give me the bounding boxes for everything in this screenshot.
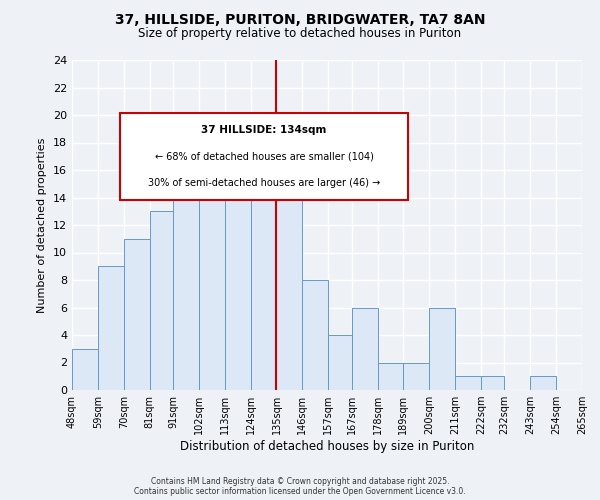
Y-axis label: Number of detached properties: Number of detached properties: [37, 138, 47, 312]
Text: 37, HILLSIDE, PURITON, BRIDGWATER, TA7 8AN: 37, HILLSIDE, PURITON, BRIDGWATER, TA7 8…: [115, 12, 485, 26]
Bar: [124, 239, 149, 390]
Bar: [251, 198, 277, 390]
Bar: [149, 211, 173, 390]
Bar: [328, 335, 352, 390]
Text: 37 HILLSIDE: 134sqm: 37 HILLSIDE: 134sqm: [202, 125, 326, 135]
Text: Contains HM Land Registry data © Crown copyright and database right 2025.: Contains HM Land Registry data © Crown c…: [151, 478, 449, 486]
Bar: [403, 362, 429, 390]
Bar: [98, 266, 124, 390]
Bar: [302, 280, 328, 390]
Bar: [225, 156, 251, 390]
Bar: [481, 376, 505, 390]
Bar: [352, 308, 377, 390]
Text: 30% of semi-detached houses are larger (46) →: 30% of semi-detached houses are larger (…: [148, 178, 380, 188]
Bar: [429, 308, 455, 390]
Bar: [277, 184, 302, 390]
Bar: [199, 115, 225, 390]
Bar: [173, 115, 199, 390]
Bar: [530, 376, 556, 390]
Text: Size of property relative to detached houses in Puriton: Size of property relative to detached ho…: [139, 28, 461, 40]
Bar: [72, 349, 98, 390]
Text: Contains public sector information licensed under the Open Government Licence v3: Contains public sector information licen…: [134, 488, 466, 496]
X-axis label: Distribution of detached houses by size in Puriton: Distribution of detached houses by size …: [180, 440, 474, 453]
Bar: [582, 376, 600, 390]
Text: ← 68% of detached houses are smaller (104): ← 68% of detached houses are smaller (10…: [155, 151, 373, 161]
Bar: [455, 376, 481, 390]
Bar: [377, 362, 403, 390]
